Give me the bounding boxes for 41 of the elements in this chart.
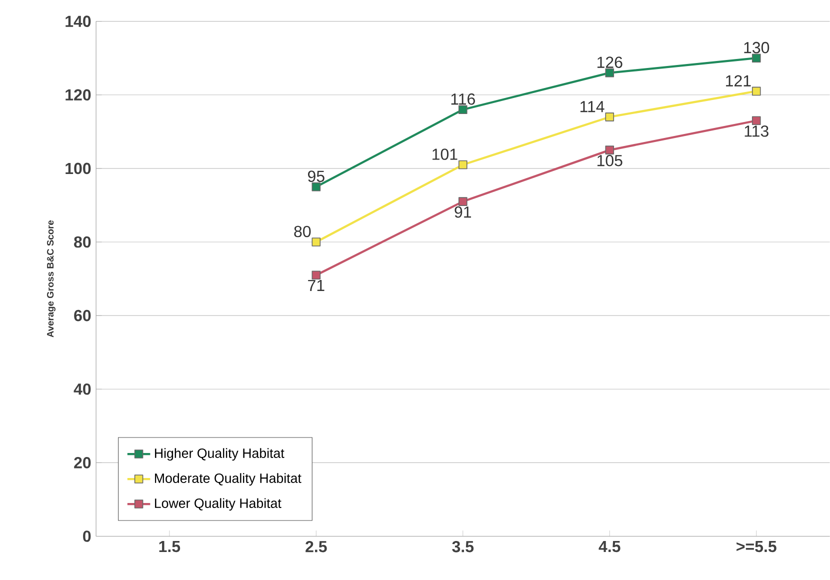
data-label: 95 <box>308 170 324 182</box>
data-label: 91 <box>454 206 472 218</box>
point <box>312 270 321 280</box>
point <box>752 54 761 62</box>
y-tick-label: 40 <box>74 383 91 395</box>
point <box>458 197 468 206</box>
data-label: 126 <box>597 56 622 68</box>
data-label: 121 <box>726 75 751 86</box>
legend-label: Higher Quality Habitat <box>155 448 284 460</box>
y-tick-label: 100 <box>66 162 91 174</box>
y-tick-label: 0 <box>83 530 91 542</box>
point <box>605 68 614 78</box>
x-tick-label: 4.5 <box>598 540 620 552</box>
point <box>312 182 321 192</box>
y-tick-label: 60 <box>74 310 91 322</box>
y-tick-label: 120 <box>66 89 91 100</box>
point <box>458 105 468 114</box>
legend-label: Moderate Quality Habitat <box>155 473 302 486</box>
x-tick-label: 3.5 <box>452 540 474 552</box>
x-tick-label: 1.5 <box>159 540 180 552</box>
point <box>752 116 761 125</box>
y-tick-label: 80 <box>74 236 91 248</box>
legend-label: Lower Quality Habitat <box>155 498 282 510</box>
data-label: 130 <box>744 42 770 54</box>
data-label: 80 <box>294 226 311 238</box>
x-tick-label: 2.5 <box>306 540 327 552</box>
data-label: 71 <box>308 280 324 291</box>
y-axis-title: Average Gross B&C Score <box>46 220 56 338</box>
x-tick-label: >=5.5 <box>736 540 776 552</box>
point <box>605 146 614 154</box>
y-tick-label: 20 <box>74 456 91 468</box>
point <box>458 160 468 170</box>
y-tick-label: 140 <box>66 16 91 27</box>
data-label: 114 <box>580 100 604 112</box>
data-label: 113 <box>744 125 768 137</box>
data-label: 105 <box>597 154 622 166</box>
point <box>312 237 321 246</box>
point <box>605 112 614 122</box>
data-label: 116 <box>451 93 475 105</box>
data-label: 101 <box>432 148 458 160</box>
point <box>752 86 761 96</box>
